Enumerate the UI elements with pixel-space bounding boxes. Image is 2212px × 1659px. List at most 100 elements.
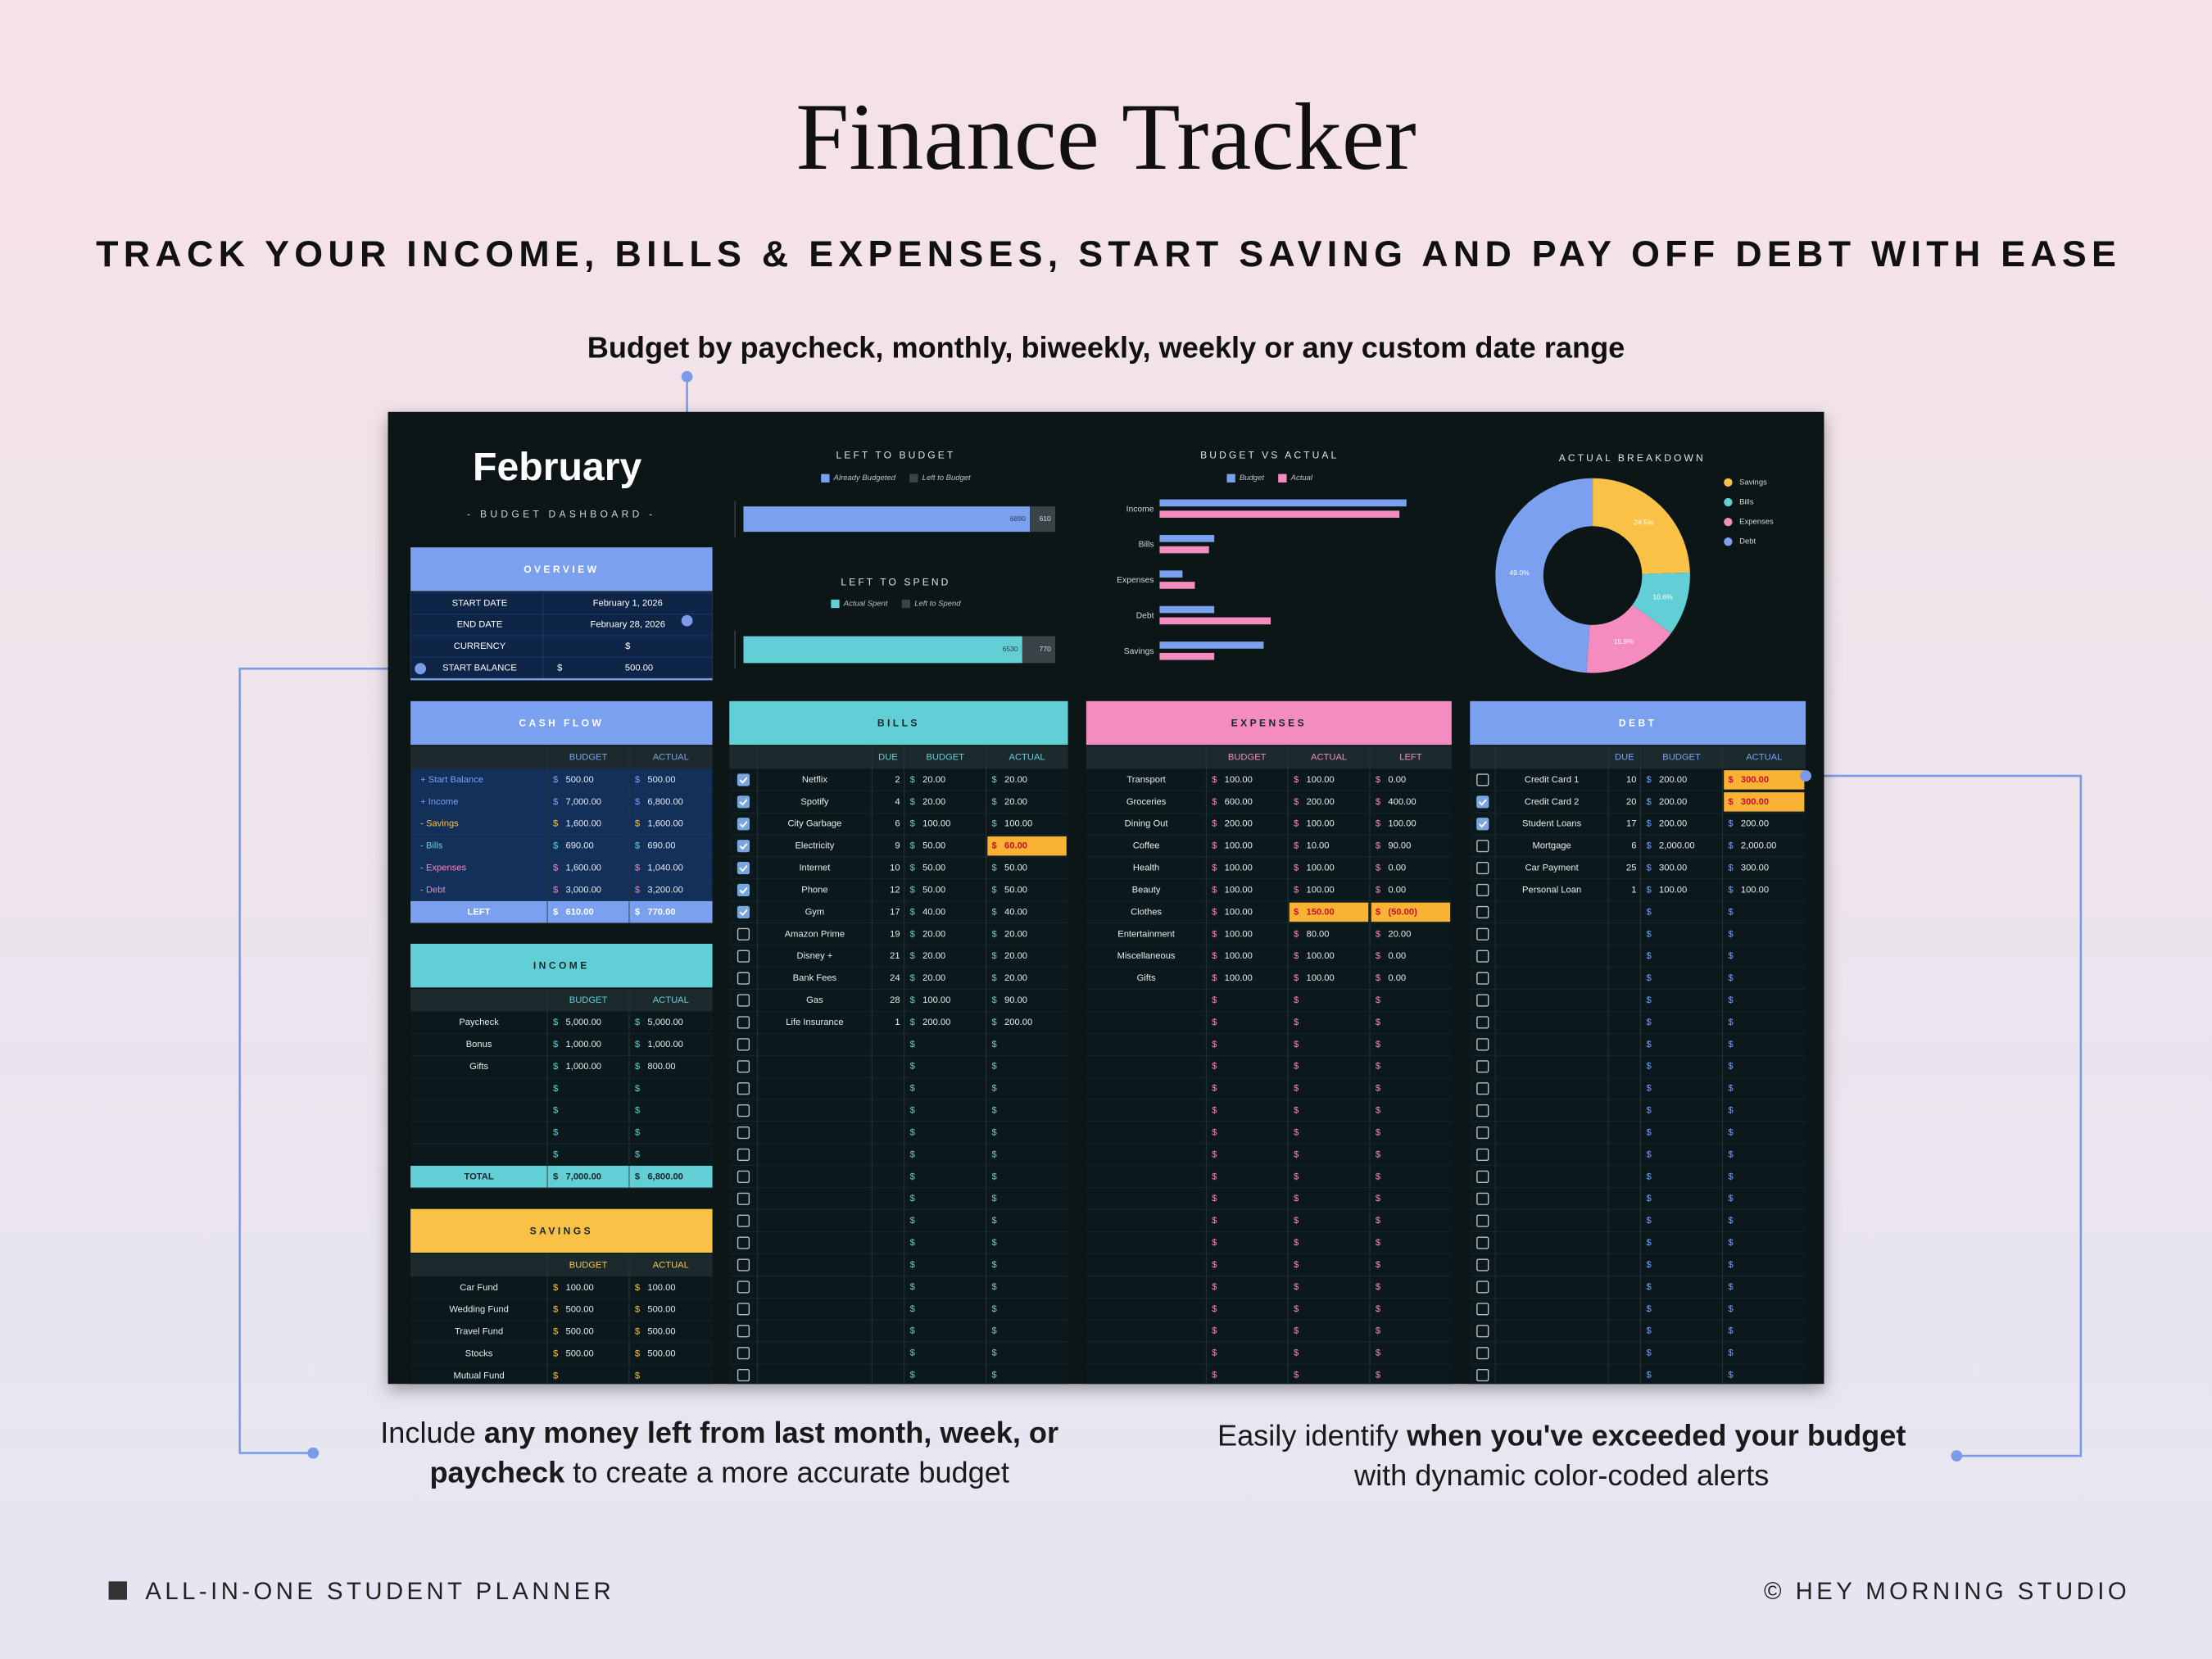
currency-symbol: $ [1376, 797, 1381, 807]
dashboard-subtitle: - BUDGET DASHBOARD - [467, 509, 655, 520]
checkbox-checked [737, 883, 750, 897]
currency-symbol: $ [1212, 1282, 1217, 1292]
slice-label: 49.0% [1509, 569, 1530, 577]
alert-cell [1724, 792, 1805, 812]
currency-symbol: $ [1294, 929, 1299, 939]
currency-symbol: $ [992, 1194, 998, 1203]
column-header: ACTUAL [653, 1261, 689, 1271]
checkbox [1476, 1325, 1489, 1338]
column-header: BUDGET [926, 753, 964, 763]
checkbox [737, 1325, 750, 1338]
currency-symbol: $ [1647, 995, 1652, 1005]
cell-value: 200.00 [1004, 1018, 1032, 1027]
bar-value-label: 770 [1040, 645, 1052, 653]
currency-symbol: $ [635, 1172, 641, 1181]
legend-swatch [821, 474, 830, 483]
checkbox [1476, 1369, 1489, 1382]
currency-symbol: $ [1294, 1149, 1299, 1159]
currency-symbol: $ [553, 1150, 559, 1160]
column-header: BUDGET [569, 1261, 608, 1271]
column-header: ACTUAL [653, 995, 689, 1005]
table-row [1086, 1077, 1452, 1100]
table-row [1086, 1143, 1452, 1166]
cell-value: 100.00 [1307, 951, 1335, 961]
cell-value: 6,800.00 [647, 1172, 683, 1181]
cell-value: 500.00 [647, 1305, 675, 1315]
legend-swatch [1724, 478, 1733, 487]
currency-symbol: $ [553, 885, 559, 895]
cell-value: 20.00 [922, 951, 945, 961]
currency-symbol: $ [1728, 1238, 1734, 1248]
checkbox [737, 1170, 750, 1183]
currency-symbol: $ [1647, 907, 1652, 917]
chart-title: ACTUAL BREAKDOWN [1559, 452, 1706, 464]
row-label: Car Fund [460, 1283, 498, 1293]
currency-symbol: $ [1647, 929, 1652, 939]
checkbox-checked [737, 861, 750, 875]
table-row [410, 1011, 713, 1034]
table-row [1470, 813, 1806, 836]
due-day: 4 [895, 797, 900, 807]
currency-symbol: $ [635, 797, 641, 807]
table-row [1470, 1364, 1806, 1385]
check-mark [739, 821, 748, 828]
table-row [1086, 879, 1452, 901]
check-mark [739, 843, 748, 850]
currency-symbol: $ [910, 1106, 916, 1116]
checkbox [1476, 1038, 1489, 1051]
connector-left [238, 667, 421, 1454]
cell-value: 690.00 [565, 841, 593, 851]
bar-segment [743, 636, 1022, 664]
check-mark [739, 886, 748, 895]
cell-value: 200.00 [922, 1018, 950, 1027]
table-row [729, 1231, 1068, 1254]
currency-symbol: $ [1294, 1282, 1299, 1292]
currency-symbol: $ [992, 797, 998, 807]
table-row [729, 1122, 1068, 1144]
currency-symbol: $ [1212, 1371, 1217, 1380]
checkbox [737, 1303, 750, 1316]
table-row [1086, 813, 1452, 836]
cell-value: 200.00 [1741, 819, 1769, 829]
checkbox [737, 1214, 750, 1227]
row-label: Paycheck [459, 1018, 499, 1027]
cell-value: 50.00 [1004, 885, 1027, 895]
chart-title: LEFT TO BUDGET [836, 449, 956, 460]
currency-symbol: $ [1647, 863, 1652, 873]
cell-value: 2,000.00 [1659, 841, 1695, 851]
currency-symbol: $ [1212, 929, 1217, 939]
currency-symbol: $ [1728, 775, 1734, 785]
check-mark [739, 909, 748, 917]
cell-value: 100.00 [1225, 775, 1253, 785]
table-row [1470, 1099, 1806, 1122]
currency-symbol: $ [1294, 973, 1299, 983]
cell-value: 100.00 [1225, 929, 1253, 939]
table-row [1086, 1276, 1452, 1299]
check-mark [739, 777, 748, 784]
table-row [1470, 989, 1806, 1012]
checkbox [737, 1082, 750, 1095]
cell-value: 6,800.00 [647, 797, 683, 807]
table-title: DEBT [1619, 718, 1657, 729]
currency-symbol: $ [1212, 995, 1217, 1005]
currency-symbol: $ [1294, 1194, 1299, 1203]
table-title: CASH FLOW [519, 718, 604, 729]
cell-value: 100.00 [922, 995, 950, 1005]
currency-symbol: $ [1647, 1349, 1652, 1358]
cell-value: 20.00 [922, 797, 945, 807]
currency-symbol: $ [1376, 1304, 1381, 1314]
checkbox [1476, 861, 1489, 875]
currency-symbol: $ [553, 1327, 559, 1337]
table-row [1086, 922, 1452, 945]
table-row [729, 945, 1068, 968]
checkbox [1476, 1060, 1489, 1073]
bar [1159, 617, 1271, 625]
cell-value: 800.00 [647, 1062, 675, 1072]
due-day: 19 [890, 929, 900, 939]
currency-symbol: $ [1294, 863, 1299, 873]
checkbox [1476, 1104, 1489, 1117]
cell-value: 100.00 [922, 819, 950, 829]
table-row [1470, 1276, 1806, 1299]
currency-symbol: $ [910, 1260, 916, 1270]
